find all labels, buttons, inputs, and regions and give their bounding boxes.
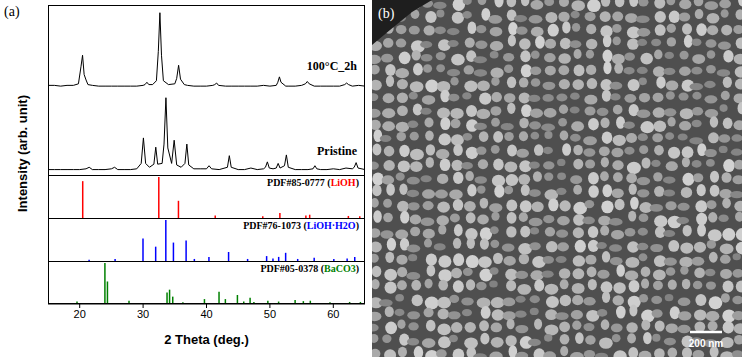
- html-text:Intensity (arb. unit): Intensity (arb. unit): [14, 94, 30, 212]
- svg-text:30: 30: [137, 308, 149, 320]
- html-text:2 Theta (deg.): 2 Theta (deg.): [164, 332, 249, 347]
- html-text:PDF#05-0378 (BaCO3): PDF#05-0378 (BaCO3): [260, 263, 359, 274]
- svg-text:200 nm: 200 nm: [689, 338, 724, 349]
- html-text:100°C_2h: 100°C_2h: [306, 59, 357, 73]
- svg-text:50: 50: [264, 308, 276, 320]
- svg-text:20: 20: [74, 308, 86, 320]
- html-text:PDF#85-0777 (LiOH): PDF#85-0777 (LiOH): [267, 177, 359, 188]
- svg-text:(b): (b): [378, 6, 395, 22]
- html-text:PDF#76-1073 (LiOH·H2O): PDF#76-1073 (LiOH·H2O): [243, 220, 359, 231]
- html-text:(a): (a): [4, 4, 20, 19]
- svg-text:60: 60: [327, 308, 339, 320]
- svg-text:40: 40: [200, 308, 212, 320]
- html-text:Pristine: Pristine: [317, 144, 357, 158]
